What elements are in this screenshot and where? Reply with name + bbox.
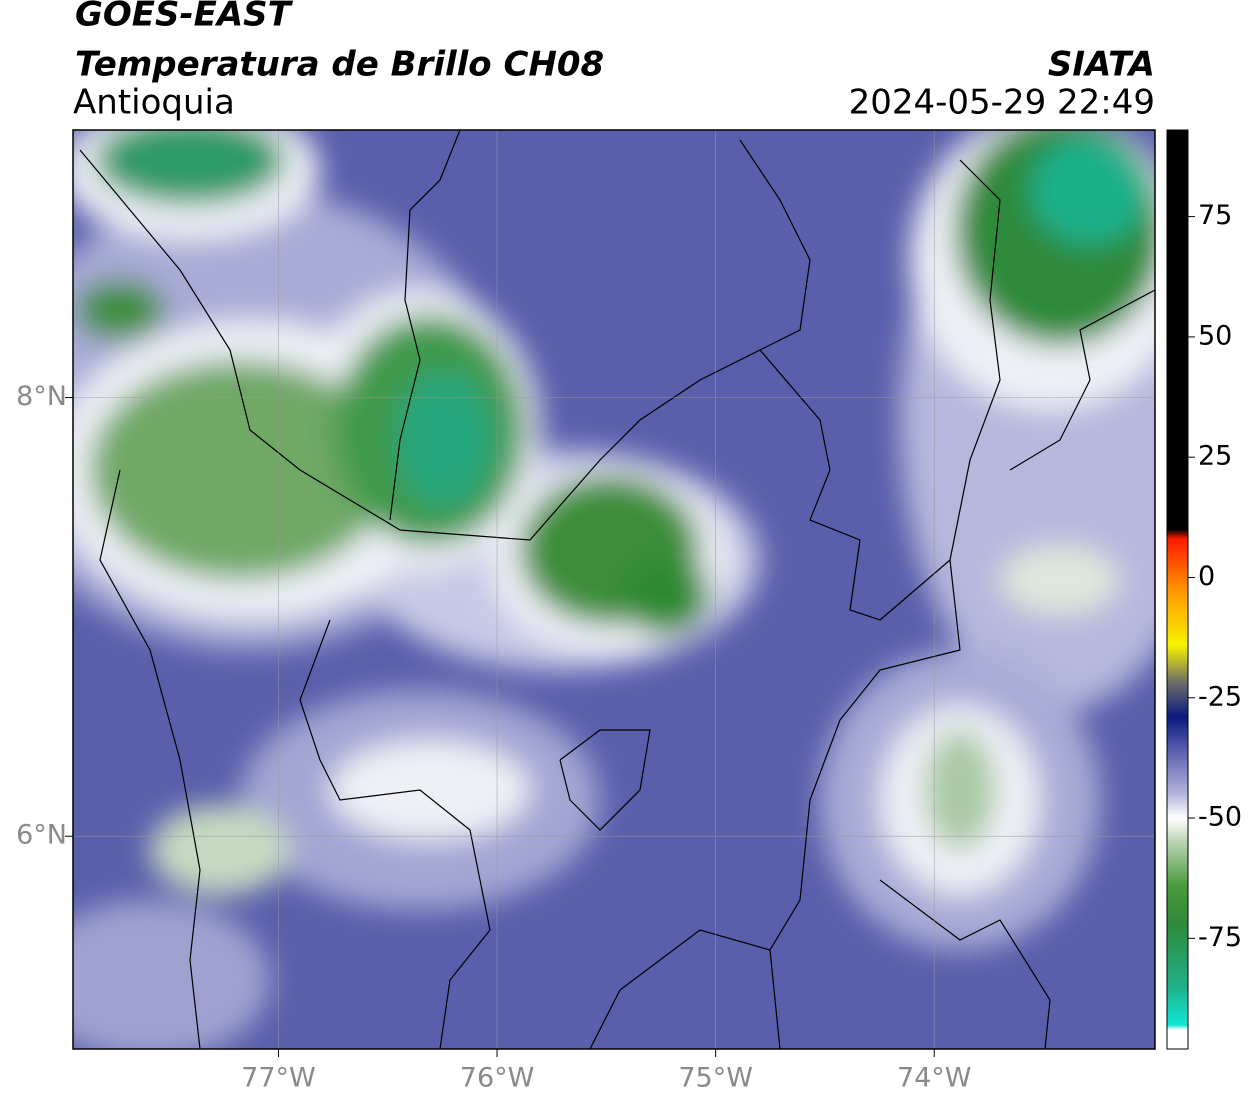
x-tick-label: 76°W <box>460 1063 535 1094</box>
colorbar-tick-label: 0 <box>1198 561 1215 592</box>
colorbar-tick-label: -75 <box>1198 922 1242 953</box>
region: Antioquia <box>73 83 235 123</box>
colorbar-tick-label: -50 <box>1198 802 1242 833</box>
title: GOES-EAST <box>75 0 294 35</box>
colorbar-tick-label: -25 <box>1198 681 1242 712</box>
colorbar <box>1166 129 1189 1050</box>
agency: SIATA <box>1048 45 1155 85</box>
x-tick-label: 75°W <box>678 1063 753 1094</box>
colorbar-tick-label: 50 <box>1198 320 1232 351</box>
colorbar-tick-label: 25 <box>1198 441 1232 472</box>
datetime: 2024-05-29 22:49 <box>849 83 1155 123</box>
y-tick-label: 8°N <box>16 381 67 412</box>
y-tick-label: 6°N <box>16 820 67 851</box>
map-imagery <box>73 130 1155 1049</box>
graticule <box>73 130 1155 1049</box>
map-frame <box>72 129 1156 1050</box>
x-tick-label: 74°W <box>897 1063 972 1094</box>
subtitle: Temperatura de Brillo CH08 <box>75 45 604 85</box>
x-tick-label: 77°W <box>241 1063 316 1094</box>
colorbar-tick-label: 75 <box>1198 200 1232 231</box>
